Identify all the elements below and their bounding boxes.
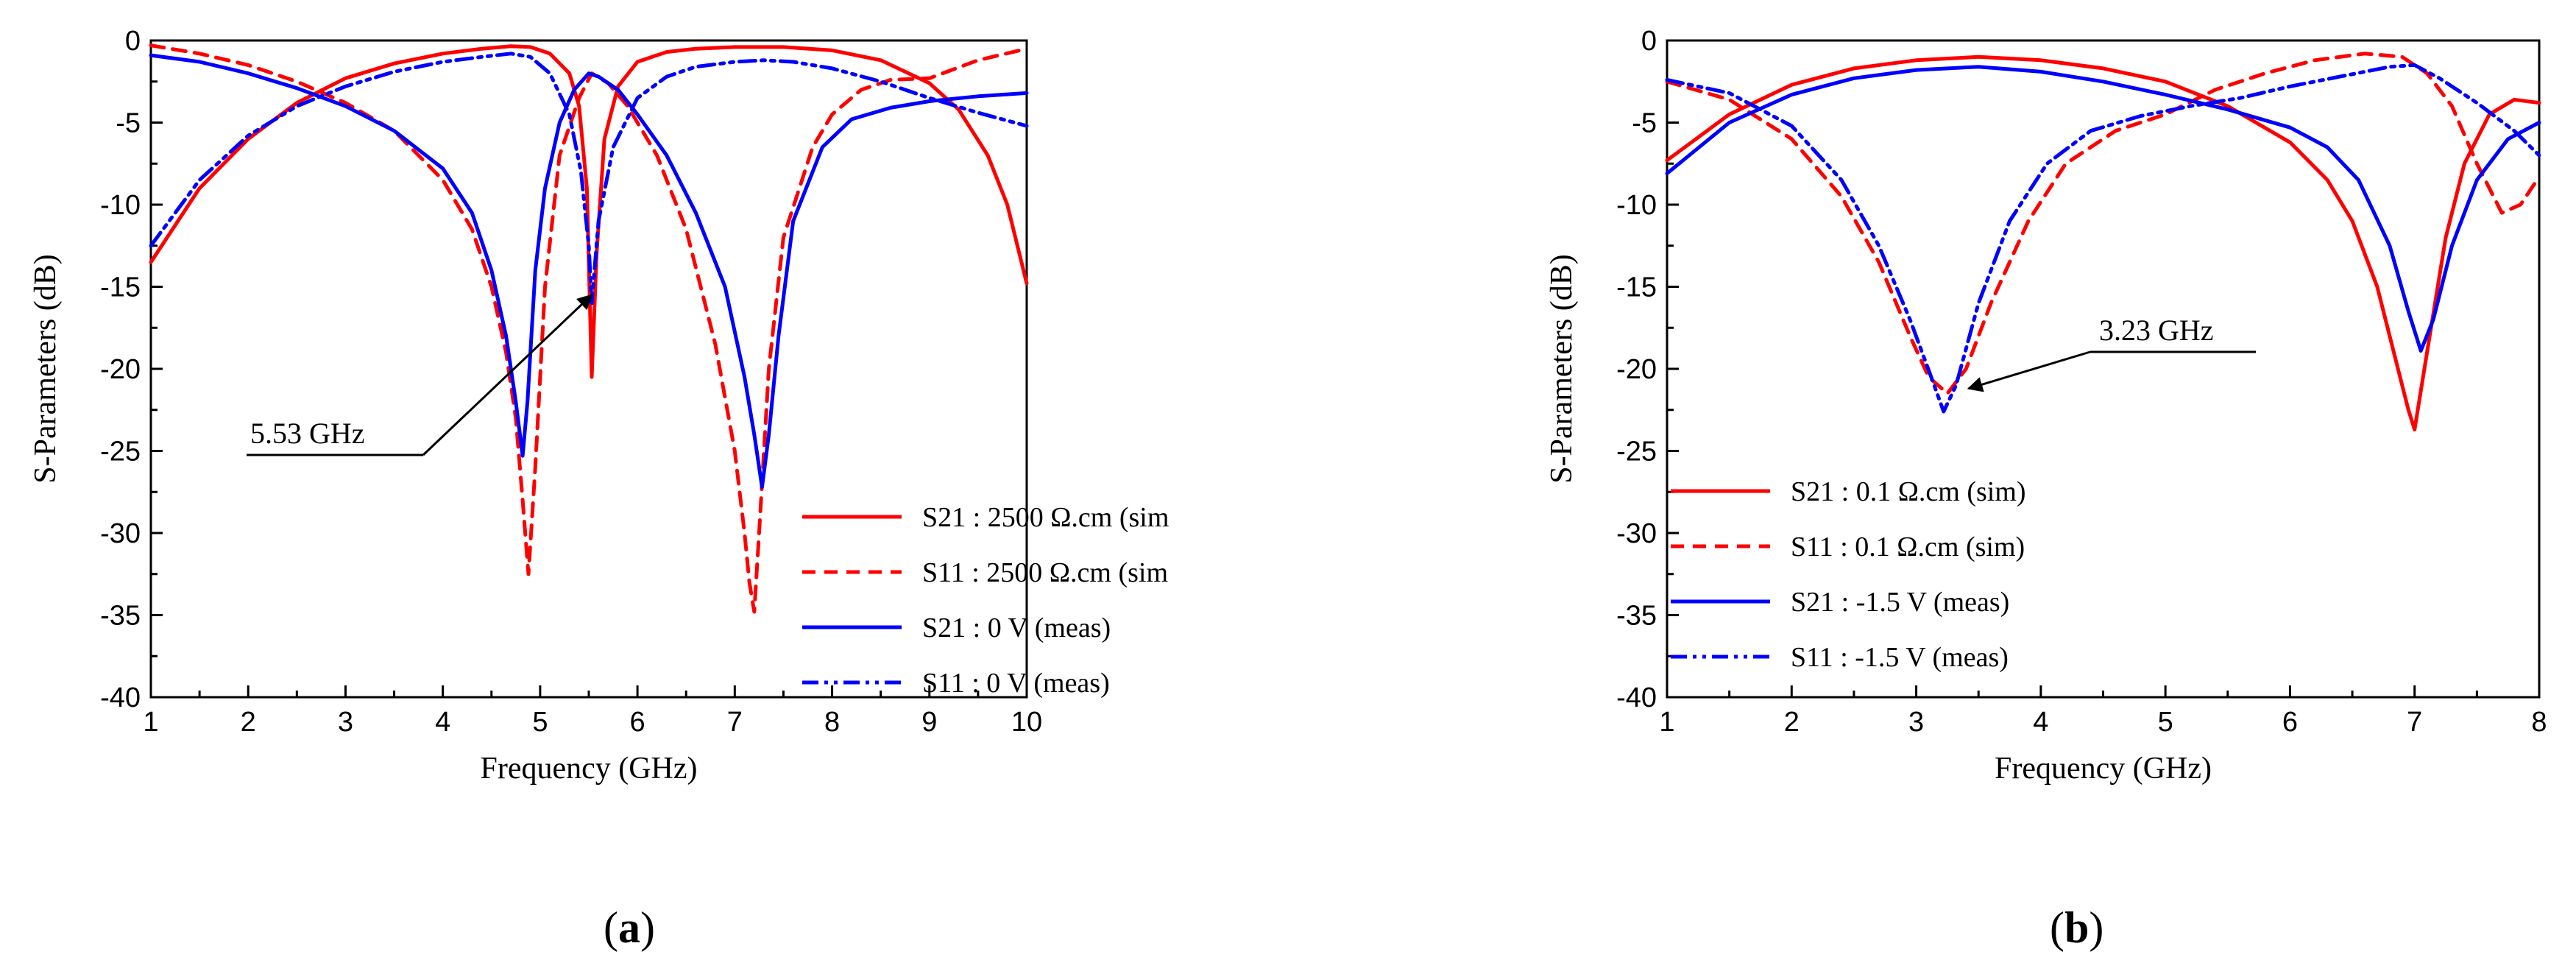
legend-label-4: S11 : 0 V (meas) [922, 668, 1110, 699]
y-tick-label: -20 [1616, 354, 1657, 385]
series-line-4 [149, 52, 1029, 306]
annotation-label: 5.53 GHz [250, 417, 365, 450]
legend-label-2: S11 : 2500 Ω.cm (sim [922, 557, 1168, 588]
annotation-arrow [1967, 350, 2091, 392]
annotation: 5.53 GHz [247, 294, 593, 456]
y-tick-label: -15 [100, 272, 141, 303]
y-tick-label: -15 [1616, 272, 1657, 303]
x-axis-title: Frequency (GHz) [1995, 752, 2212, 786]
x-tick-label: 8 [2531, 707, 2547, 738]
y-tick-label: -30 [100, 518, 141, 549]
y-axis-title: S-Parameters (dB) [29, 254, 63, 483]
y-tick-label: -35 [100, 601, 141, 632]
plot-frame [149, 39, 1028, 699]
x-tick-label: 8 [824, 707, 840, 738]
legend: S21 : 0.1 Ω.cm (sim) S11 : 0.1 Ω.cm (sim)… [1671, 476, 2026, 673]
series-line-2 [1665, 52, 2541, 395]
x-tick-label: 6 [2282, 707, 2298, 738]
caption-letter: b [2064, 903, 2089, 952]
caption-open: ( [604, 903, 618, 952]
caption-letter: a [618, 903, 640, 952]
legend-label-3: S21 : -1.5 V (meas) [1791, 587, 2009, 618]
series-line-1 [1665, 54, 2541, 431]
x-axis-title: Frequency (GHz) [480, 752, 697, 786]
legend: S21 : 2500 Ω.cm (sim S11 : 2500 Ω.cm (sim… [802, 502, 1169, 699]
annotation-arrow [422, 294, 593, 456]
y-tick-label: -10 [1616, 190, 1657, 221]
x-tick-label: 7 [2407, 707, 2422, 738]
x-tick-label: 3 [338, 707, 353, 738]
legend-label-3: S21 : 0 V (meas) [922, 613, 1111, 643]
x-tick-label: 1 [143, 707, 158, 738]
series-line-1 [149, 44, 1029, 379]
x-tick-label: 7 [727, 707, 743, 738]
y-tick-label: -5 [116, 108, 141, 139]
x-tick-label: 5 [532, 707, 548, 738]
y-tick-label: 0 [125, 26, 141, 57]
x-tick-label: 9 [921, 707, 937, 738]
chart-panel-b: 1 2 3 4 5 6 7 8 0 -5 -10 -15 -20 -25 -30 -35 -40 Frequenc… [1545, 26, 2547, 952]
x-tick-label: 6 [630, 707, 645, 738]
x-tick-label: 3 [1908, 707, 1924, 738]
y-tick-label: 0 [1641, 26, 1657, 57]
y-tick-label: -20 [100, 354, 141, 385]
x-tick-label: 4 [435, 707, 450, 738]
x-tick-label: 4 [2033, 707, 2048, 738]
chart-panel-a: 1 2 3 4 5 6 7 8 9 10 0 -5 -10 -15 -20 -25 -30 -35 -40 Frequ… [29, 26, 1169, 952]
legend-label-1: S21 : 0.1 Ω.cm (sim) [1791, 476, 2026, 507]
caption-open: ( [2050, 903, 2064, 952]
legend-label-4: S11 : -1.5 V (meas) [1791, 642, 2009, 673]
x-tick-label: 2 [1784, 707, 1800, 738]
y-tick-label: -30 [1616, 518, 1657, 549]
y-axis-title: S-Parameters (dB) [1545, 254, 1579, 483]
annotation-label: 3.23 GHz [2099, 314, 2214, 347]
series-line-3 [149, 53, 1029, 490]
panel-caption: (a) [604, 903, 655, 952]
legend-label-1: S21 : 2500 Ω.cm (sim [922, 502, 1169, 533]
x-tick-label: 5 [2158, 707, 2173, 738]
legend-label-2: S11 : 0.1 Ω.cm (sim) [1791, 532, 2025, 562]
y-tick-label: -40 [100, 682, 141, 713]
x-tick-label: 10 [1011, 707, 1042, 738]
y-tick-label: -40 [1616, 682, 1657, 713]
panel-caption: (b) [2050, 903, 2103, 952]
y-tick-label: -35 [1616, 601, 1657, 632]
annotation: 3.23 GHz [1967, 314, 2256, 392]
caption-close: ) [2089, 903, 2103, 952]
x-tick-label: 2 [241, 707, 256, 738]
x-tick-label: 1 [1659, 707, 1674, 738]
series-line-3 [1665, 65, 2541, 353]
y-tick-label: -25 [1616, 437, 1657, 467]
y-tick-label: -25 [100, 437, 141, 467]
y-tick-label: -10 [100, 190, 141, 221]
caption-close: ) [640, 903, 655, 952]
series-line-4 [1665, 63, 2541, 414]
y-tick-label: -5 [1632, 108, 1657, 139]
